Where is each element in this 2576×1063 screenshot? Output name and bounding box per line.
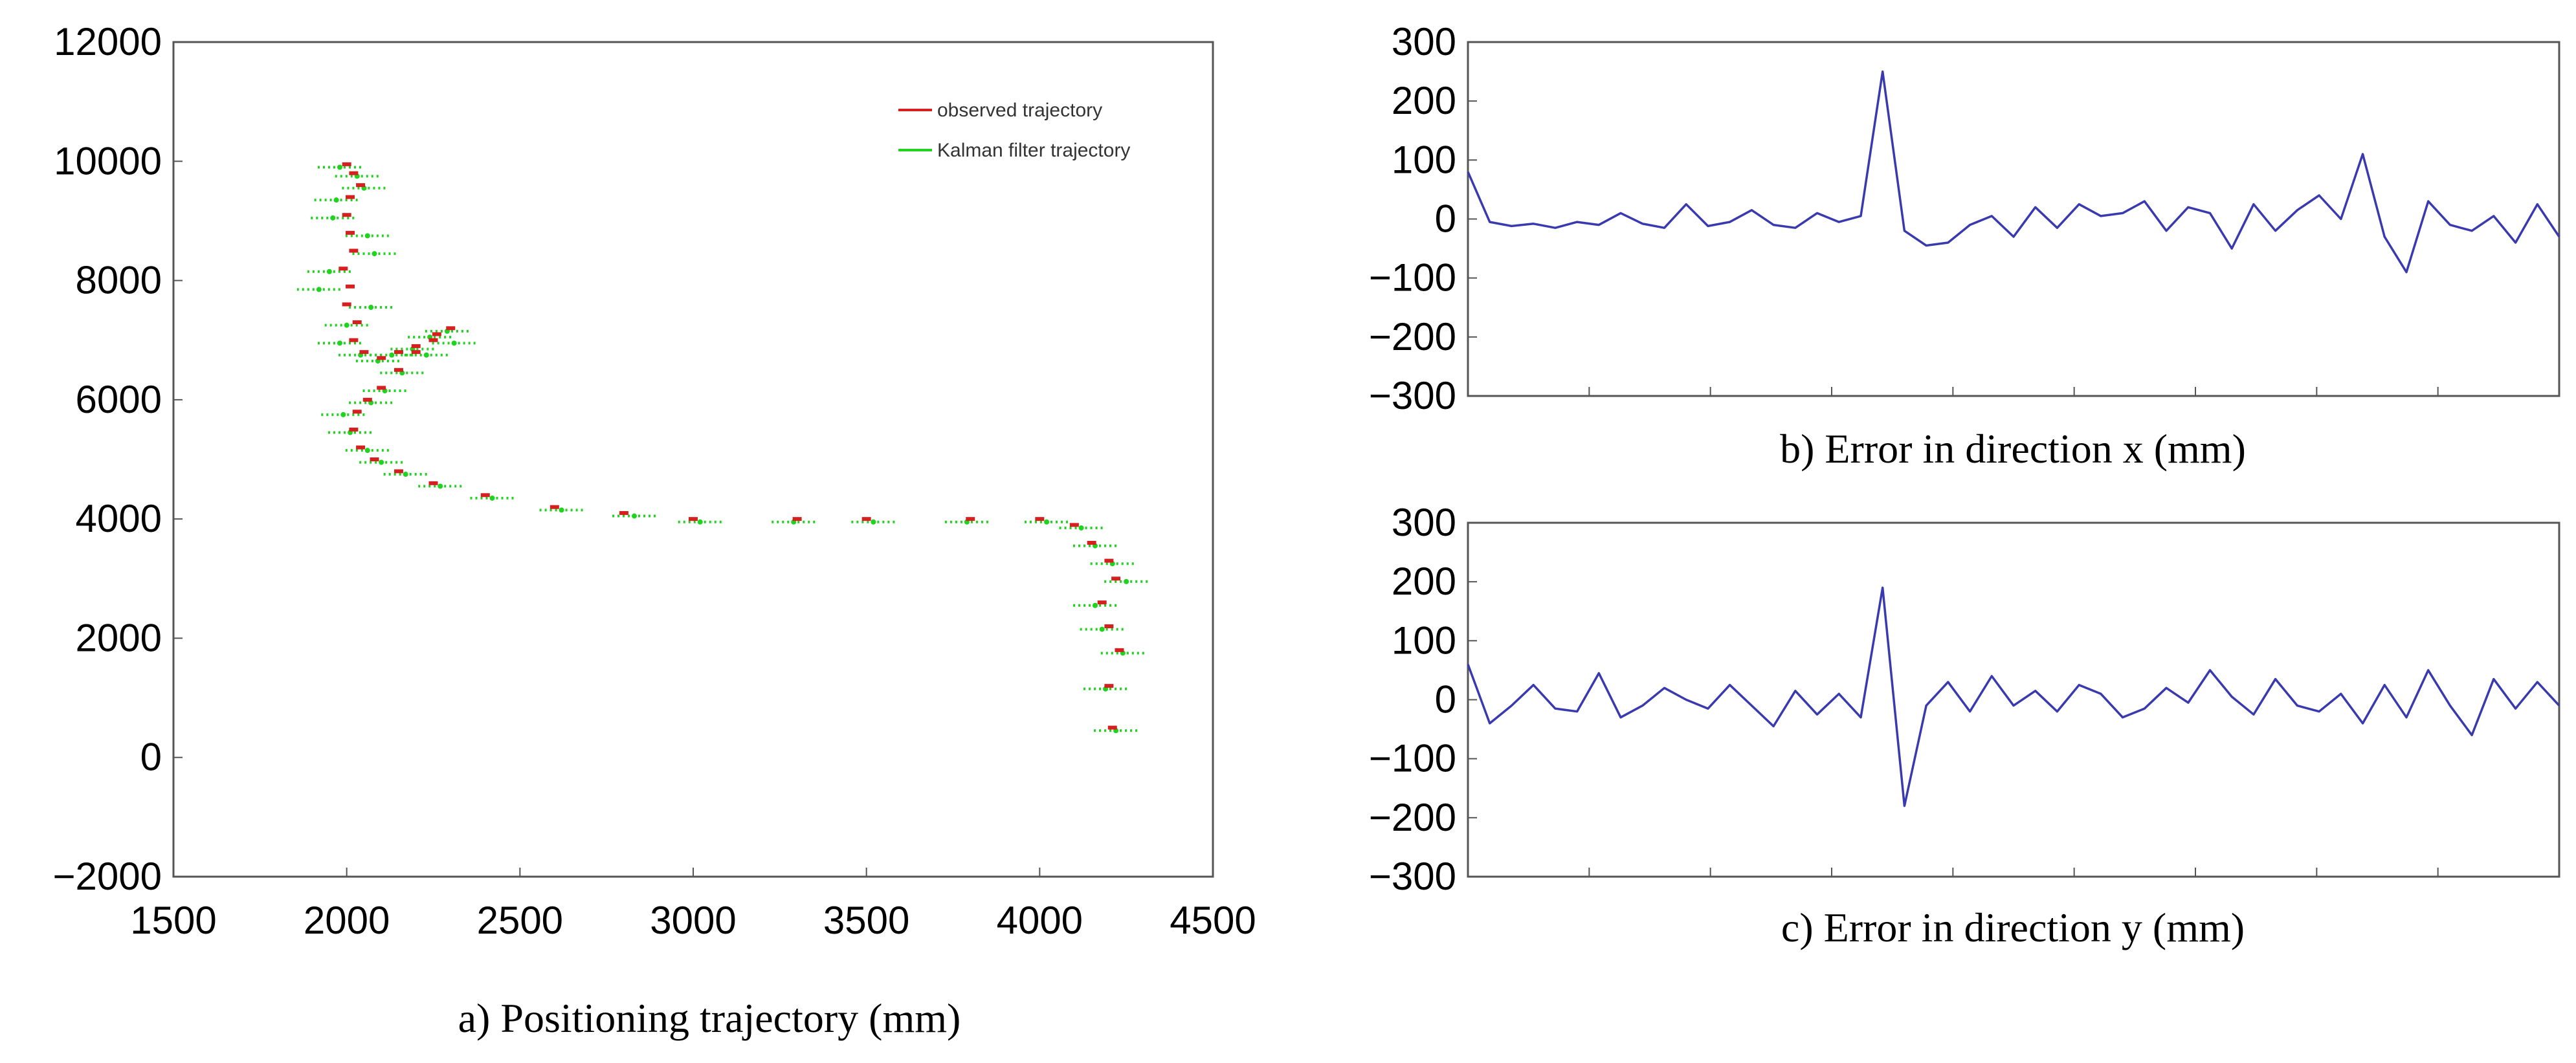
panel-c-error-y: −300 −200 −100 0 100 200 300 c) Error in direc…	[1369, 501, 2560, 950]
error-series-line	[1467, 586, 2560, 807]
y-tick-label: 12000	[54, 20, 162, 63]
y-tick-label: −300	[1369, 855, 1456, 898]
kalman-point	[337, 340, 342, 346]
x-tick-label: 2000	[304, 899, 390, 942]
y-tick-label: 10000	[54, 139, 162, 182]
kalman-point	[1078, 525, 1084, 531]
y-tick-label: 100	[1392, 619, 1456, 662]
kalman-point	[631, 513, 637, 519]
kalman-point	[337, 164, 342, 170]
kalman-point	[330, 215, 336, 221]
y-tick-label: 200	[1392, 560, 1456, 603]
panel-a-trajectory: 1500 2000 2500 3000 3500 4000 4500 −2000 0 2000 4…	[52, 20, 1256, 1041]
y-tick-label: 300	[1392, 501, 1456, 544]
kalman-point	[451, 340, 457, 346]
kalman-point	[368, 305, 374, 311]
kalman-point	[364, 233, 370, 239]
kalman-point	[326, 268, 332, 274]
kalman-point	[438, 483, 443, 489]
kalman-point	[372, 251, 377, 257]
y-tick-label: 4000	[76, 497, 162, 540]
kalman-point	[316, 287, 322, 292]
y-tick-label: 0	[1435, 197, 1456, 241]
y-tick-label: −200	[1369, 315, 1456, 358]
kalman-point	[344, 322, 350, 328]
panel-c-caption: c) Error in direction y (mm)	[1781, 904, 2245, 950]
y-tick-label: 0	[1435, 678, 1456, 721]
kalman-point	[559, 507, 564, 513]
y-tick-label: 100	[1392, 138, 1456, 181]
x-tick-label: 4500	[1170, 899, 1256, 942]
panel-a-caption: a) Positioning trajectory (mm)	[458, 995, 961, 1041]
kalman-point	[1092, 602, 1098, 608]
x-tick-label: 1500	[130, 899, 216, 942]
panel-b-caption: b) Error in direction x (mm)	[1780, 426, 2246, 472]
y-tick-label: 2000	[76, 616, 162, 659]
panel-a-legend: observed trajectory Kalman filter trajec…	[898, 100, 1130, 161]
kalman-point	[697, 519, 703, 525]
y-tick-label: −100	[1369, 737, 1456, 780]
x-tick-label: 4000	[997, 899, 1083, 942]
y-tick-label: −2000	[52, 855, 162, 898]
y-tick-label: 6000	[76, 378, 162, 421]
legend-label-observed: observed trajectory	[937, 100, 1102, 121]
kalman-point	[423, 352, 429, 358]
kalman-point	[379, 459, 384, 465]
x-tick-label: 3500	[823, 899, 909, 942]
y-tick-label: −200	[1369, 796, 1456, 839]
y-tick-label: −100	[1369, 256, 1456, 300]
kalman-point	[389, 352, 395, 358]
kalman-point	[364, 448, 370, 454]
error-series-line	[1467, 70, 2560, 274]
kalman-point	[489, 495, 495, 501]
y-tick-label: 8000	[76, 259, 162, 302]
y-tick-label: −300	[1369, 374, 1456, 417]
kalman-point	[1099, 626, 1105, 632]
y-tick-label: 300	[1392, 20, 1456, 63]
kalman-point	[403, 472, 408, 477]
kalman-point	[340, 411, 346, 417]
y-tick-label: 0	[140, 736, 162, 779]
kalman-point	[333, 197, 339, 203]
kalman-point	[1124, 578, 1129, 584]
y-tick-label: 200	[1392, 79, 1456, 122]
panel-b-error-x: −300 −200 −100 0 100 200 300 b) Error in direc…	[1369, 20, 2560, 472]
x-tick-label: 3000	[650, 899, 736, 942]
kalman-point	[1044, 519, 1050, 525]
kalman-point	[871, 519, 876, 525]
legend-label-kalman: Kalman filter trajectory	[937, 140, 1130, 161]
x-tick-label: 2500	[477, 899, 563, 942]
